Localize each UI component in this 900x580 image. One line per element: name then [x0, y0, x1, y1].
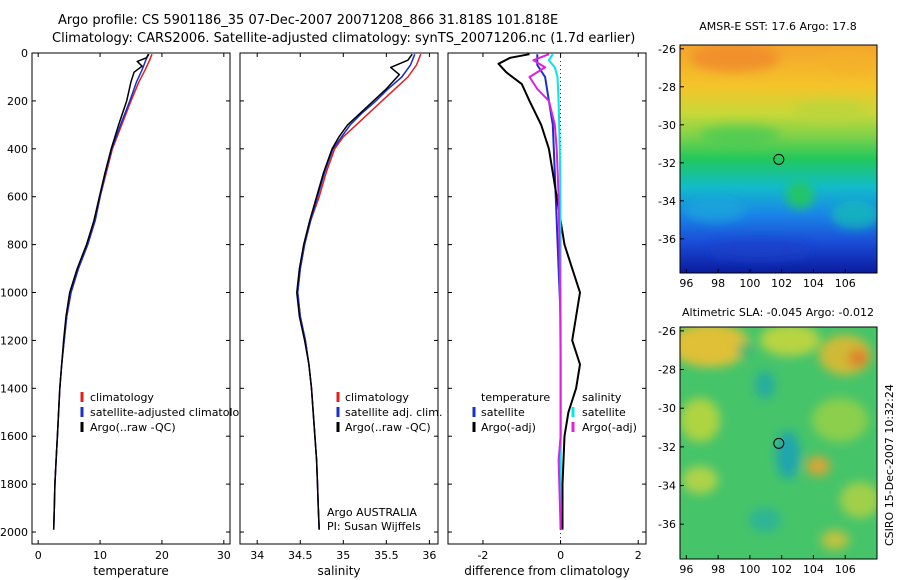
difference-xlabel: difference from climatology	[464, 564, 630, 578]
salinity-panel: 34 34.5 35 35.5 36 salinity climatology sate…	[239, 52, 442, 578]
sla-map-frame	[679, 326, 878, 560]
series-argo-raw-qc-	[296, 53, 413, 530]
map-x-tick-label: 102	[771, 563, 792, 576]
x-tick-label: 36	[422, 549, 436, 562]
sla-argo-location-marker	[773, 437, 785, 449]
legend-label-temp-satellite: satellite	[481, 406, 525, 419]
legend-label-climatology: climatology	[345, 391, 409, 404]
legend-label-satellite: satellite-adjusted climatology	[90, 406, 253, 419]
series-salinity-argo-adj-	[528, 53, 562, 530]
temperature-panel: 0 10 20 30 0 200 400 600 800 1000 1200 1400 1600 1800…	[0, 47, 253, 578]
temperature-axes-frame	[31, 52, 231, 545]
map-x-tick-label: 96	[679, 563, 693, 576]
legend-label-temp-argo: Argo(-adj)	[481, 421, 536, 434]
map-y-tick-label: -36	[658, 518, 676, 531]
salinity-legend: climatology satellite adj. clim. Argo(..…	[336, 391, 442, 434]
y-tick-label: 400	[7, 143, 28, 156]
map-x-tick-label: 104	[803, 563, 824, 576]
x-tick-label: 0	[35, 549, 42, 562]
map-y-tick-label: -28	[658, 364, 676, 377]
difference-panel: -2 0 2 difference from climatology tempera…	[447, 52, 647, 578]
credit-timestamp: CSIRO 15-Dec-2007 10:32:24	[883, 384, 896, 546]
series-argo-raw-qc-	[52, 53, 150, 530]
legend-header-salinity: salinity	[582, 391, 622, 404]
pi-annotation: PI: Susan Wijffels	[327, 520, 421, 533]
map-x-tick-label: 104	[803, 277, 824, 290]
map-y-tick-label: -26	[658, 43, 676, 56]
y-tick-label: 1400	[0, 382, 28, 395]
map-y-tick-label: -28	[658, 81, 676, 94]
x-tick-label: 20	[155, 549, 169, 562]
sst-map-title: AMSR-E SST: 17.6 Argo: 17.8	[699, 20, 857, 33]
sst-map-panel: AMSR-E SST: 17.6 Argo: 17.8 96 98 100 102 10…	[658, 20, 878, 290]
difference-axes-frame	[447, 52, 647, 545]
x-tick-label: 34	[250, 549, 264, 562]
sst-argo-location-marker	[773, 153, 785, 165]
x-tick-label: 10	[93, 549, 107, 562]
legend-label-argo: Argo(..raw -QC)	[90, 421, 176, 434]
map-y-tick-label: -34	[658, 195, 676, 208]
map-x-tick-label: 106	[835, 563, 856, 576]
map-y-tick-label: -34	[658, 480, 676, 493]
legend-label-satellite: satellite adj. clim.	[345, 406, 442, 419]
salinity-xlabel: salinity	[317, 564, 360, 578]
map-y-tick-label: -30	[658, 119, 676, 132]
y-tick-label: 1800	[0, 478, 28, 491]
map-x-tick-label: 100	[739, 563, 760, 576]
map-x-tick-label: 96	[679, 277, 693, 290]
y-tick-label: 1600	[0, 430, 28, 443]
map-x-tick-label: 106	[835, 277, 856, 290]
map-y-tick-label: -30	[658, 402, 676, 415]
y-tick-label: 2000	[0, 526, 28, 539]
map-x-tick-label: 98	[711, 277, 725, 290]
map-x-tick-label: 98	[711, 563, 725, 576]
sst-map-frame	[679, 44, 878, 274]
temperature-xlabel: temperature	[93, 564, 168, 578]
difference-legend: temperature salinity satellite Argo(-adj…	[472, 391, 637, 434]
legend-label-sal-argo: Argo(-adj)	[582, 421, 637, 434]
legend-label-argo: Argo(..raw -QC)	[345, 421, 431, 434]
map-y-tick-label: -32	[658, 157, 676, 170]
sla-field	[680, 327, 877, 559]
figure-title-line1: Argo profile: CS 5901186_35 07-Dec-2007 …	[58, 13, 558, 28]
y-tick-label: 600	[7, 191, 28, 204]
y-tick-label: 1000	[0, 287, 28, 300]
legend-label-sal-satellite: satellite	[582, 406, 626, 419]
data-center-annotation: Argo AUSTRALIA	[327, 506, 417, 519]
x-tick-label: 0	[557, 549, 564, 562]
temperature-legend: climatology satellite-adjusted climatolo…	[80, 391, 253, 434]
map-y-tick-label: -32	[658, 441, 676, 454]
y-tick-label: 800	[7, 239, 28, 252]
map-y-tick-label: -36	[658, 233, 676, 246]
x-tick-label: 2	[635, 549, 642, 562]
y-tick-label: 200	[7, 95, 28, 108]
x-tick-label: 35	[336, 549, 350, 562]
x-tick-label: 30	[217, 549, 231, 562]
map-x-tick-label: 102	[771, 277, 792, 290]
y-tick-label: 0	[21, 47, 28, 60]
legend-header-temperature: temperature	[481, 391, 550, 404]
legend-label-climatology: climatology	[90, 391, 154, 404]
sla-map-panel: Altimetric SLA: -0.045 Argo: -0.012	[658, 306, 878, 576]
sla-map-title: Altimetric SLA: -0.045 Argo: -0.012	[682, 306, 874, 319]
map-y-tick-label: -26	[658, 325, 676, 338]
x-tick-label: 34.5	[288, 549, 313, 562]
sst-field	[680, 45, 877, 273]
x-tick-label: -2	[477, 549, 488, 562]
salinity-axes-frame	[239, 52, 439, 545]
x-tick-label: 35.5	[374, 549, 399, 562]
figure-title-line2: Climatology: CARS2006. Satellite-adjuste…	[52, 31, 635, 46]
map-x-tick-label: 100	[739, 277, 760, 290]
series-temperature-argo-adj-	[497, 53, 581, 530]
y-tick-label: 1200	[0, 334, 28, 347]
